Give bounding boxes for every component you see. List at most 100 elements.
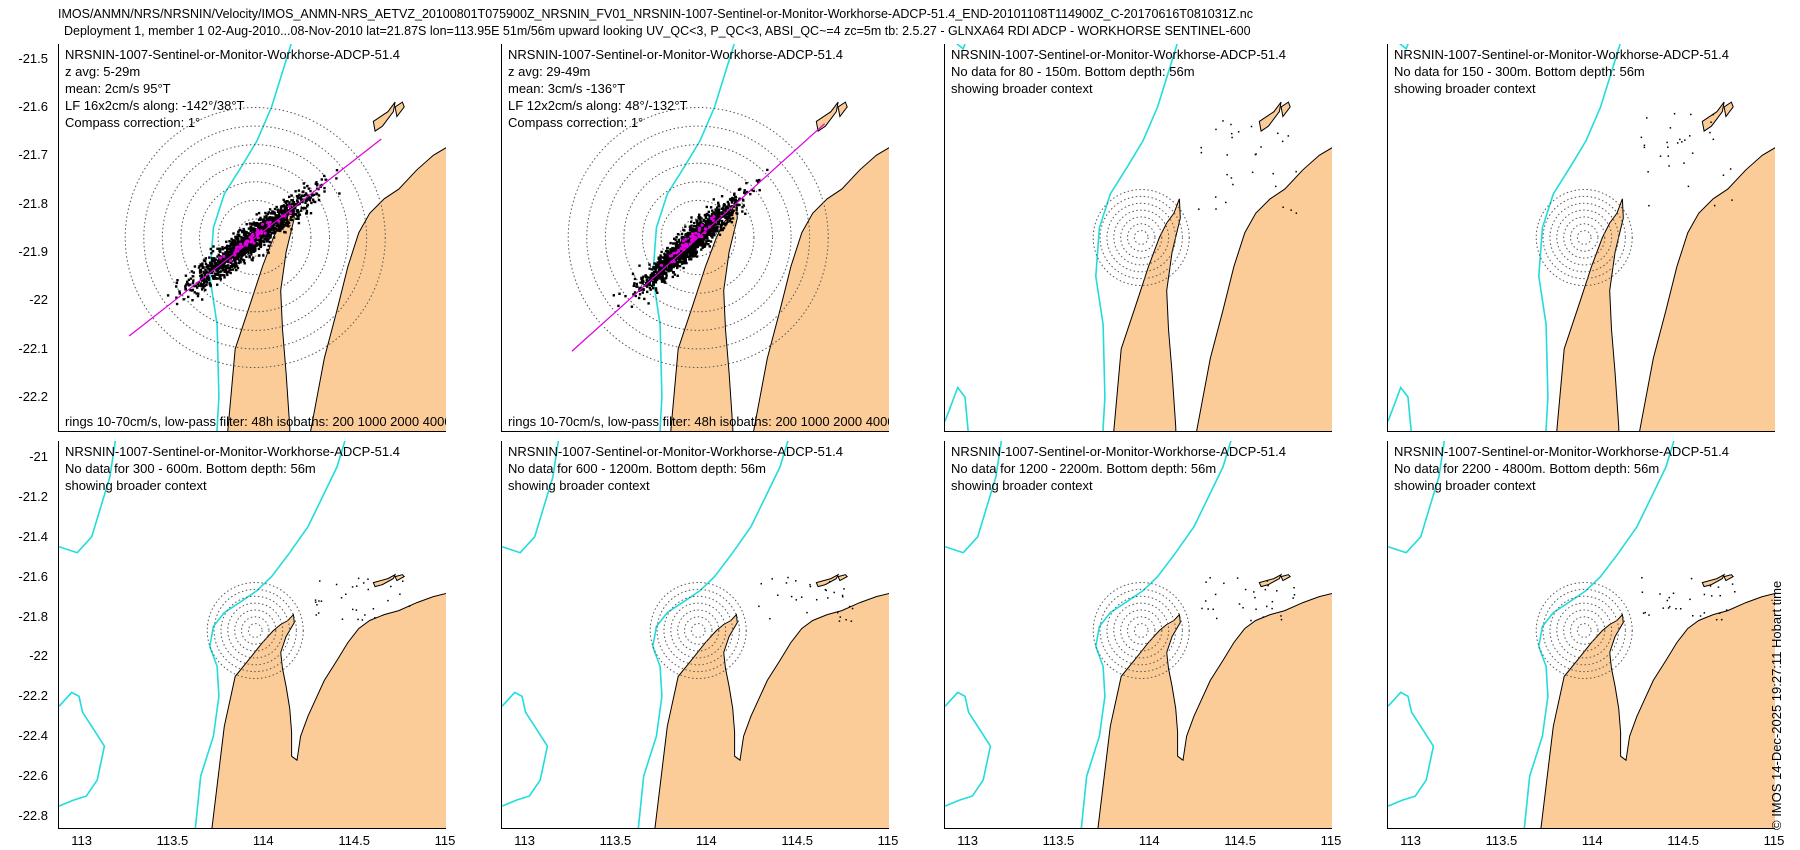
speed-ring	[161, 144, 349, 331]
island	[394, 574, 406, 582]
y-tick-label: -22.1	[18, 340, 48, 356]
reef-dot	[800, 596, 803, 598]
velocity-point	[654, 287, 658, 290]
velocity-point	[201, 288, 204, 291]
velocity-point	[699, 241, 702, 245]
y-tick-label: -22.8	[18, 808, 48, 824]
velocity-point	[186, 280, 189, 283]
reef-dot	[824, 588, 827, 591]
lowpass-point	[712, 215, 716, 219]
velocity-point	[648, 267, 651, 270]
velocity-point	[218, 249, 221, 253]
reef-dot	[1265, 605, 1268, 608]
velocity-point	[221, 273, 224, 277]
velocity-point	[239, 228, 242, 232]
velocity-point	[701, 237, 704, 240]
velocity-point	[230, 237, 233, 241]
velocity-point	[676, 255, 680, 259]
velocity-point	[680, 262, 684, 265]
reef-dot	[1266, 580, 1269, 582]
velocity-point	[210, 266, 214, 269]
velocity-point	[190, 289, 194, 292]
velocity-point	[306, 184, 309, 188]
velocity-point	[292, 201, 296, 204]
reef-dot	[390, 585, 392, 588]
velocity-point	[683, 247, 687, 250]
panel-line: No data for 600 - 1200m. Bottom depth: 5…	[508, 461, 766, 476]
velocity-point	[694, 244, 698, 247]
reef-dot	[790, 595, 793, 598]
reef-dot	[1675, 607, 1677, 610]
velocity-point	[236, 238, 239, 241]
island	[1258, 573, 1283, 588]
velocity-point	[716, 222, 720, 225]
velocity-point	[658, 273, 662, 276]
velocity-point	[223, 274, 226, 277]
x-tick-label: 114	[1138, 833, 1160, 848]
velocity-point	[196, 282, 199, 286]
reef-dot	[1209, 577, 1211, 579]
isobath-line	[502, 691, 549, 807]
velocity-point	[631, 272, 635, 276]
y-tick-label: -22.2	[18, 688, 48, 704]
velocity-point	[709, 231, 712, 234]
velocity-point	[229, 271, 232, 275]
velocity-point	[258, 243, 262, 247]
velocity-point	[736, 199, 739, 203]
velocity-point	[669, 265, 673, 268]
velocity-point	[651, 280, 655, 284]
velocity-point	[226, 258, 230, 262]
velocity-point	[282, 210, 286, 214]
velocity-point	[281, 217, 285, 220]
speed-ring	[670, 602, 727, 659]
velocity-point	[209, 247, 212, 251]
velocity-point	[649, 274, 653, 278]
velocity-point	[283, 209, 287, 212]
velocity-point	[708, 218, 712, 221]
velocity-point	[257, 223, 260, 226]
reef-dot	[1667, 155, 1670, 157]
velocity-point	[204, 268, 207, 271]
velocity-point	[670, 258, 674, 261]
velocity-point	[213, 264, 216, 268]
velocity-point	[728, 216, 731, 219]
velocity-point	[266, 234, 269, 237]
velocity-point	[316, 193, 319, 196]
velocity-point	[207, 276, 211, 280]
velocity-point	[658, 259, 661, 262]
reef-dot	[1198, 208, 1200, 210]
reef-dot	[1255, 153, 1257, 155]
reef-dot	[1260, 146, 1262, 148]
velocity-point	[229, 249, 232, 252]
velocity-point	[665, 274, 668, 277]
reef-dot	[1251, 171, 1254, 174]
file-path-header: IMOS/ANMN/NRS/NRSNIN/Velocity/IMOS_ANMN-…	[58, 7, 1253, 21]
velocity-point	[690, 243, 694, 247]
velocity-point	[676, 233, 680, 236]
velocity-point	[650, 284, 654, 287]
velocity-point	[656, 273, 659, 277]
reef-dot	[320, 600, 323, 602]
velocity-point	[307, 187, 311, 190]
velocity-point	[196, 294, 200, 298]
isobath-line	[194, 441, 346, 828]
x-tick-label: 113	[514, 833, 535, 848]
velocity-point	[257, 211, 261, 215]
velocity-point	[724, 209, 727, 212]
velocity-point	[671, 275, 674, 279]
map-panel-6: NRSNIN-1007-Sentinel-or-Monitor-Workhors…	[501, 441, 889, 829]
velocity-point	[679, 257, 682, 260]
velocity-point	[673, 247, 676, 250]
velocity-point	[272, 231, 276, 235]
velocity-point	[732, 198, 735, 201]
velocity-point	[206, 274, 210, 278]
velocity-point	[665, 257, 669, 260]
isobath-line	[651, 44, 735, 431]
velocity-point	[189, 277, 193, 280]
velocity-point	[713, 228, 716, 232]
lowpass-point	[679, 247, 683, 251]
velocity-point	[277, 213, 281, 216]
velocity-point	[200, 273, 203, 277]
velocity-point	[693, 225, 696, 228]
velocity-point	[690, 253, 693, 257]
